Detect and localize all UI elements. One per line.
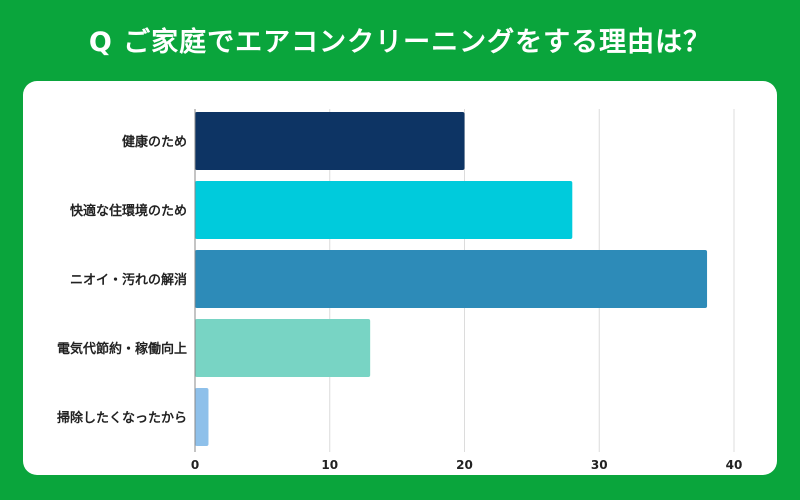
x-tick-label: 30 xyxy=(591,458,608,472)
x-tick-label: 20 xyxy=(456,458,473,472)
category-label: 掃除したくなったから xyxy=(57,410,187,426)
bar-1 xyxy=(195,112,465,170)
x-tick-label: 10 xyxy=(321,458,338,472)
category-label: 電気代節約・稼働向上 xyxy=(57,341,187,357)
bar-4 xyxy=(195,319,371,377)
bar-5 xyxy=(195,388,209,446)
bar-3 xyxy=(195,250,708,308)
chart-panel: 健康のため快適な住環境のため ニオイ・汚れの解消電気代節約・稼働向上 掃除したくなっ… xyxy=(23,81,777,475)
x-tick-label: 0 xyxy=(191,458,199,472)
bar-2 xyxy=(195,181,573,239)
category-label: 健康のため xyxy=(122,134,187,150)
page-title: Q ご家庭でエアコンクリーニングをする理由は？ xyxy=(88,27,712,58)
category-label: 快適な住環境のため xyxy=(70,203,187,219)
x-tick-label: 40 xyxy=(726,458,743,472)
category-label: ニオイ・汚れの解消 xyxy=(70,272,187,288)
bar-chart: 健康のため快適な住環境のためニオイ・汚れの解消電気代節約・稼働向上掃除したくなっ… xyxy=(57,109,743,472)
